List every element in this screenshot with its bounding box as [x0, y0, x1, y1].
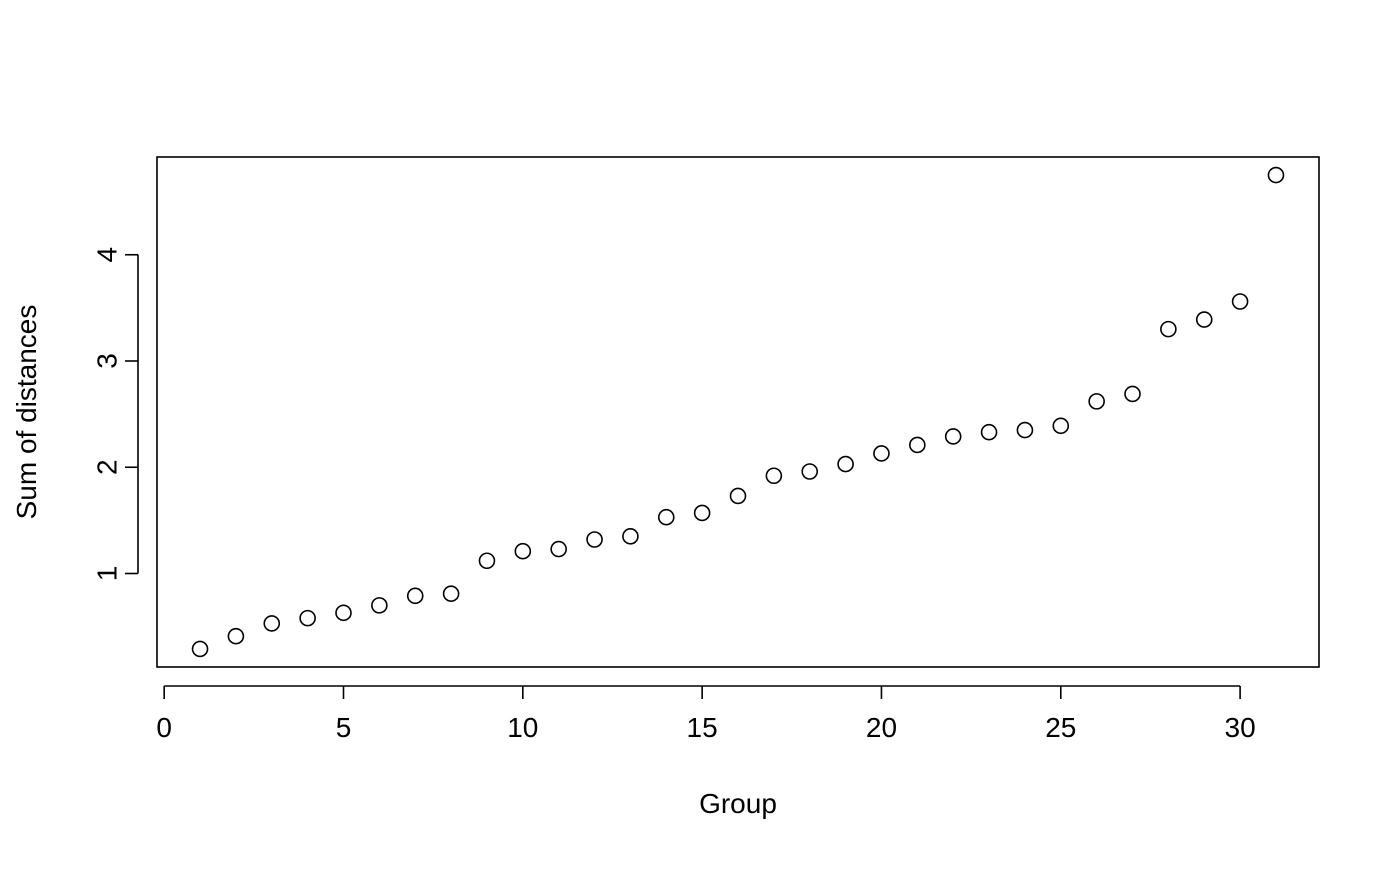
x-tick-label: 20: [866, 712, 897, 743]
y-axis-label: Sum of distances: [11, 305, 42, 520]
data-point: [1231, 293, 1249, 310]
data-point: [873, 445, 890, 462]
data-point: [442, 585, 460, 602]
data-point: [514, 542, 532, 560]
data-point: [1160, 320, 1177, 338]
data-point: [227, 627, 245, 645]
y-tick-label: 1: [92, 566, 123, 582]
x-tick-label: 15: [687, 712, 718, 743]
plot-frame: [156, 156, 1320, 668]
x-tick-label: 5: [336, 712, 352, 743]
data-point: [980, 423, 998, 441]
data-point: [657, 508, 675, 526]
data-point: [478, 552, 496, 570]
data-point: [622, 528, 639, 545]
x-tick-label: 0: [156, 712, 172, 743]
x-tick-label: 30: [1225, 712, 1256, 743]
data-point: [191, 640, 209, 658]
data-point: [1052, 417, 1070, 435]
data-point: [1016, 421, 1034, 439]
data-point: [1124, 385, 1141, 403]
x-tick-label: 25: [1045, 712, 1076, 743]
x-tick-label: 10: [507, 712, 538, 743]
data-point: [801, 463, 819, 480]
data-point: [335, 604, 352, 622]
y-tick-label: 2: [92, 459, 123, 475]
data-point: [406, 587, 424, 605]
y-axis: 1 2 3 4: [92, 247, 139, 581]
data-point: [909, 436, 926, 454]
y-tick-label: 4: [92, 247, 123, 263]
data-point: [1267, 166, 1285, 184]
data-point: [765, 467, 783, 485]
data-point: [944, 428, 962, 445]
data-point: [299, 609, 316, 627]
data-point: [550, 540, 567, 558]
data-point: [837, 455, 854, 473]
data-point: [729, 487, 747, 505]
data-point: [371, 597, 388, 614]
x-axis: 0 5 10 15 20 25 30: [156, 685, 1256, 743]
y-tick-label: 3: [92, 353, 123, 369]
data-point: [1088, 393, 1105, 410]
data-point: [693, 504, 711, 522]
data-point: [1195, 311, 1213, 328]
data-points: [191, 166, 1285, 658]
x-axis-label: Group: [699, 788, 777, 819]
data-point: [263, 615, 281, 632]
data-point: [586, 531, 603, 548]
